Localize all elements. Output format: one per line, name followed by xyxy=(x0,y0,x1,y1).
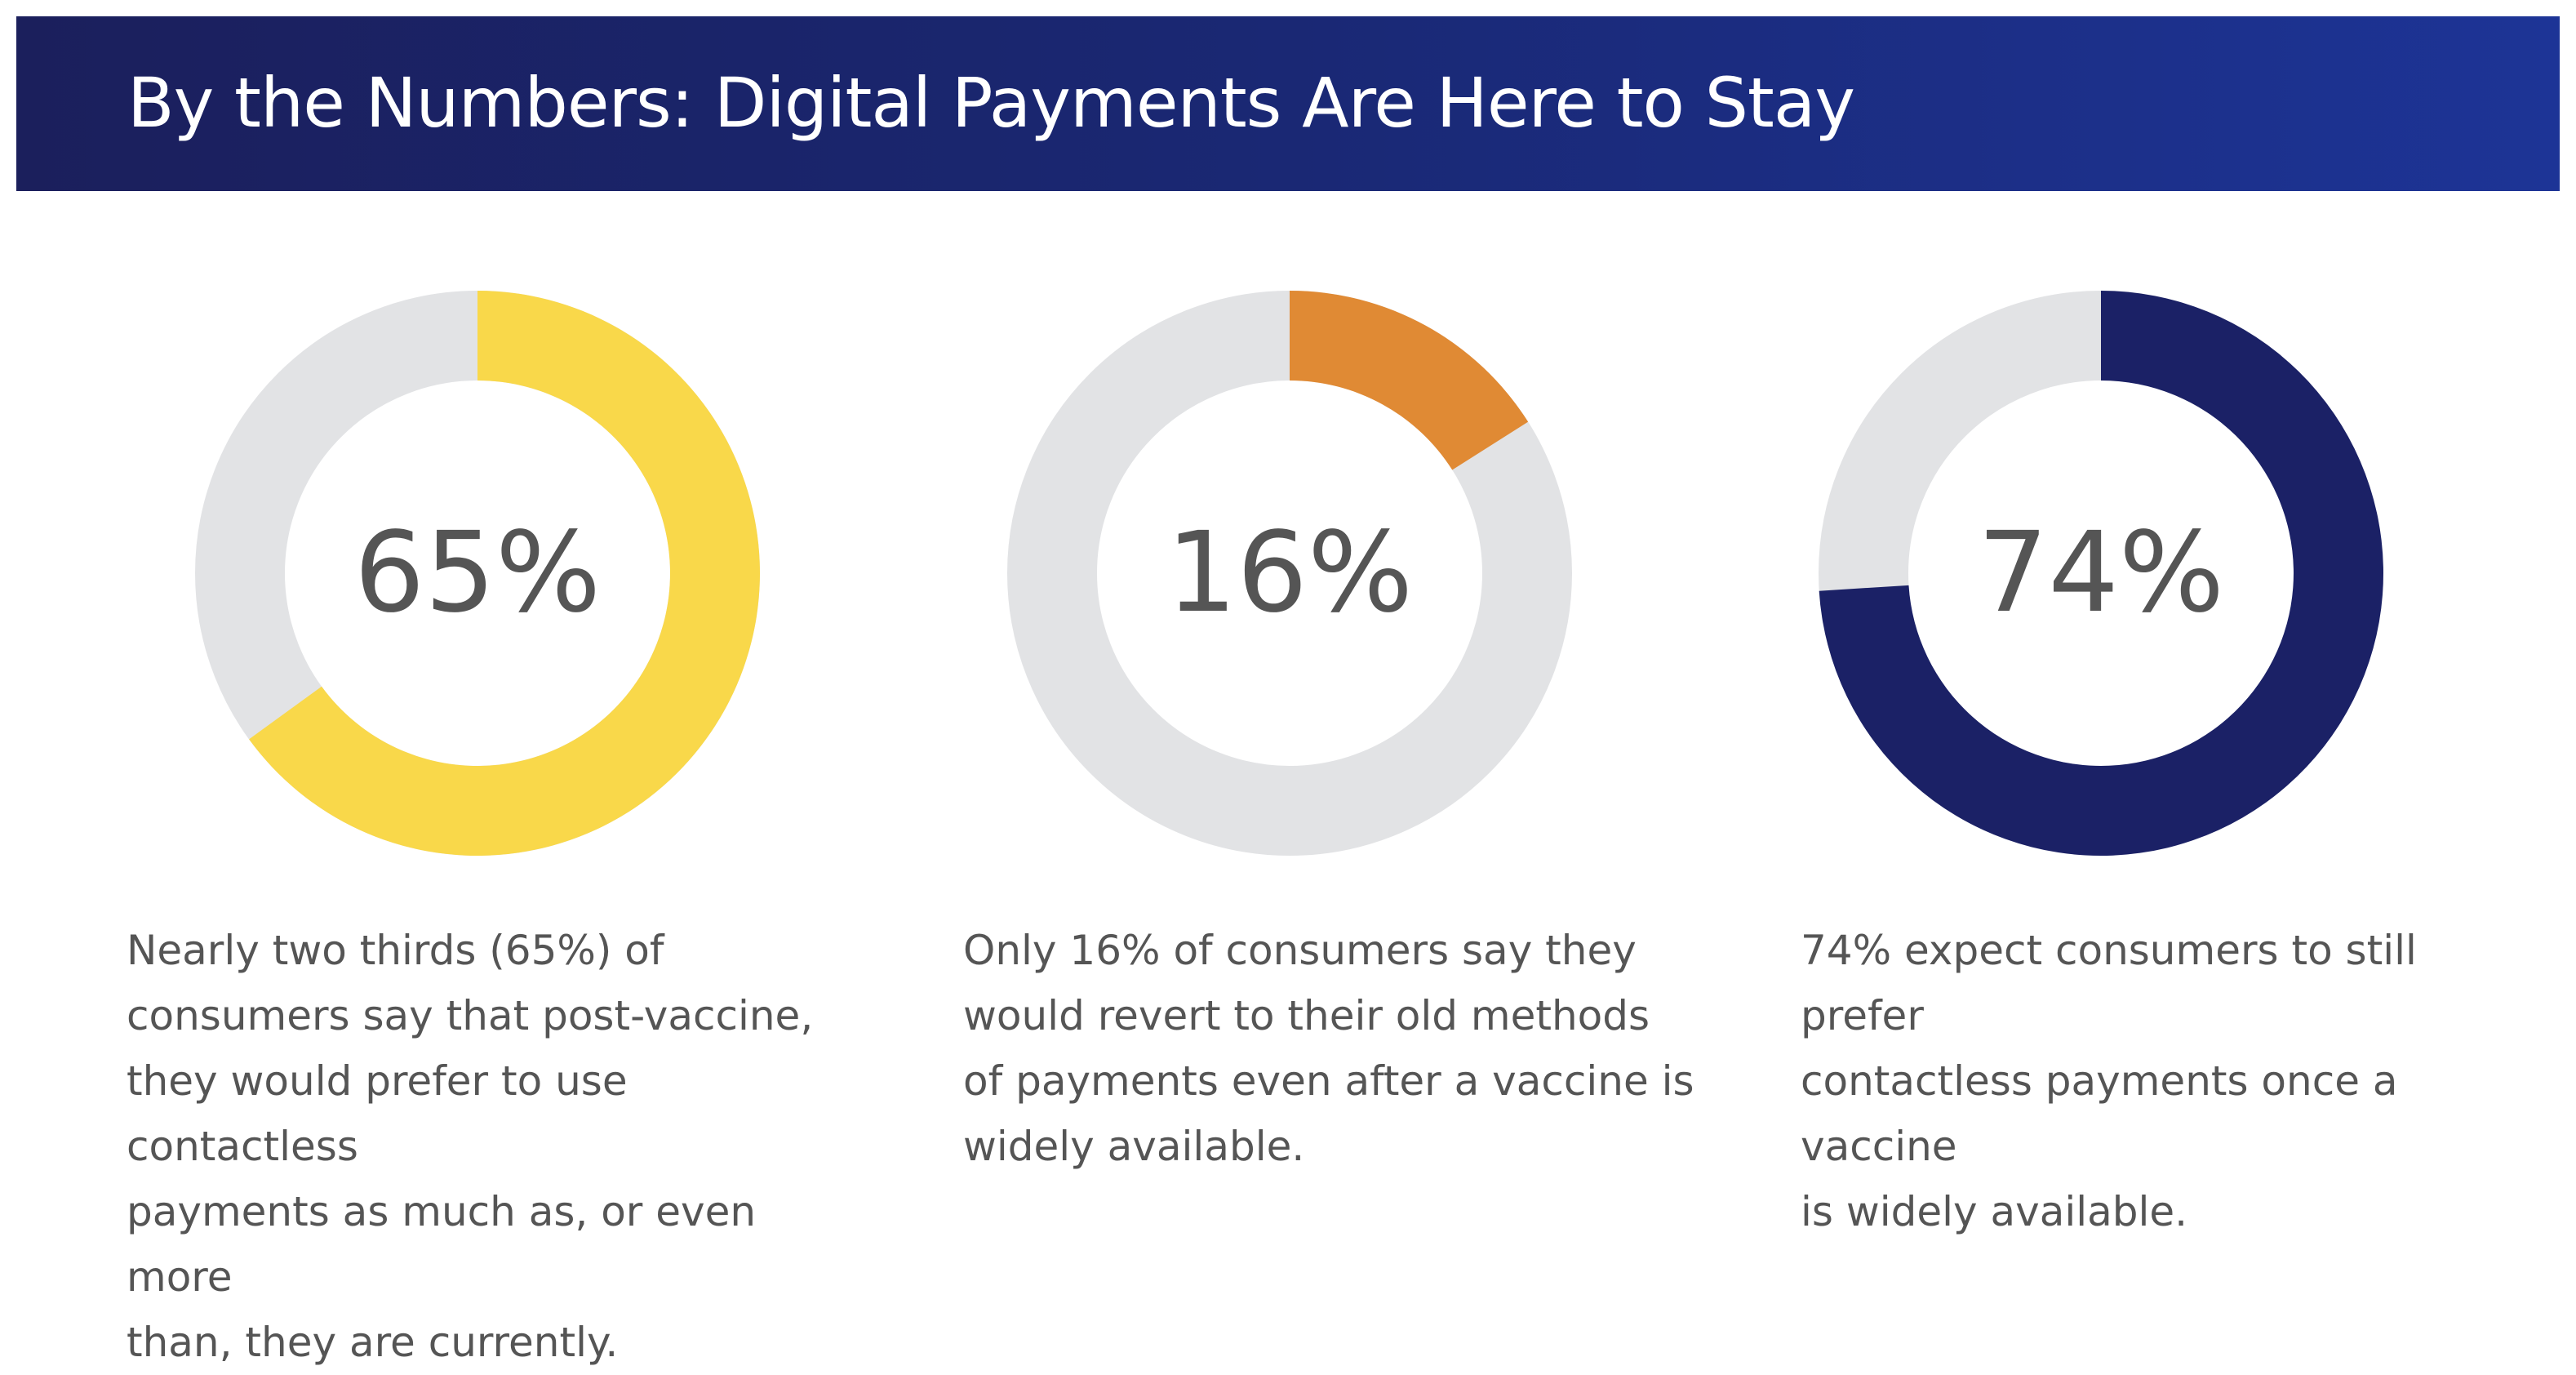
donut-value-arc xyxy=(1290,291,1529,470)
donut-chart-16-svg: 16% xyxy=(1007,291,1572,856)
donut-value-arc xyxy=(249,291,761,856)
caption-16: Only 16% of consumers say they would rev… xyxy=(963,927,1694,1170)
donut-chart-16: 16% xyxy=(1002,286,1577,861)
donut-chart-74: 74% xyxy=(1814,286,2388,861)
header-banner: By the Numbers: Digital Payments Are Her… xyxy=(16,16,2560,191)
donut-chart-65-svg: 65% xyxy=(195,291,761,856)
page-title: By the Numbers: Digital Payments Are Her… xyxy=(127,63,1855,143)
caption-65: Nearly two thirds (65%) of consumers say… xyxy=(127,927,814,1366)
donut-center-label: 74% xyxy=(1978,509,2224,638)
caption-74: 74% expect consumers to still prefer con… xyxy=(1801,927,2417,1235)
donut-value-arc xyxy=(1819,291,2383,856)
donut-center-label: 65% xyxy=(354,509,601,638)
donut-center-label: 16% xyxy=(1166,509,1413,638)
donut-chart-74-svg: 74% xyxy=(1819,291,2383,856)
donut-chart-65: 65% xyxy=(190,286,765,861)
